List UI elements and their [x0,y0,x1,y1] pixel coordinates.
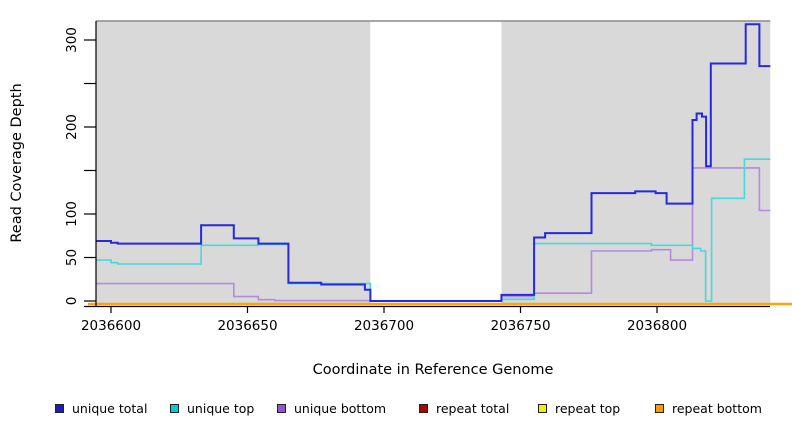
series-unique-total-line [96,23,771,302]
legend-item-repeat-top: repeat top [538,398,620,418]
x-tick-label: 2036750 [490,318,550,334]
series-unique-top-line [96,158,771,302]
legend: unique total unique top unique bottom re… [0,398,792,422]
legend-label: repeat total [436,400,510,416]
repeat-total-swatch-icon [419,403,428,413]
x-axis-title: Coordinate in Reference Genome [313,362,554,378]
x-tick-label: 2036700 [354,318,414,334]
legend-item-unique-total: unique total [55,398,147,418]
y-axis-title: Read Coverage Depth [9,83,25,242]
unique-total-swatch-icon [55,403,64,413]
x-tick-label: 2036600 [81,318,141,334]
y-tick-label: 300 [64,27,80,53]
legend-label: repeat top [555,400,621,416]
y-tick-label: 100 [64,201,80,227]
x-tick-label: 2036650 [217,318,277,334]
legend-label: unique total [72,400,148,416]
gap-region [370,21,502,303]
repeat-top-swatch-icon [538,403,547,413]
y-tick-label: 0 [64,297,80,306]
covered-region [96,21,371,303]
x-tick-label: 2036800 [627,318,687,334]
legend-item-repeat-bottom: repeat bottom [655,398,762,418]
unique-top-swatch-icon [170,403,179,413]
legend-label: unique bottom [294,400,387,416]
y-tick-label: 50 [64,249,80,266]
legend-label: unique top [187,400,255,416]
y-tick-label: 200 [64,114,80,140]
unique-bottom-swatch-icon [277,403,286,413]
legend-item-unique-top: unique top [170,398,254,418]
repeat-bottom-swatch-icon [655,403,664,413]
legend-item-repeat-total: repeat total [419,398,509,418]
legend-label: repeat bottom [672,400,762,416]
legend-item-unique-bottom: unique bottom [277,398,386,418]
covered-region [501,21,771,303]
